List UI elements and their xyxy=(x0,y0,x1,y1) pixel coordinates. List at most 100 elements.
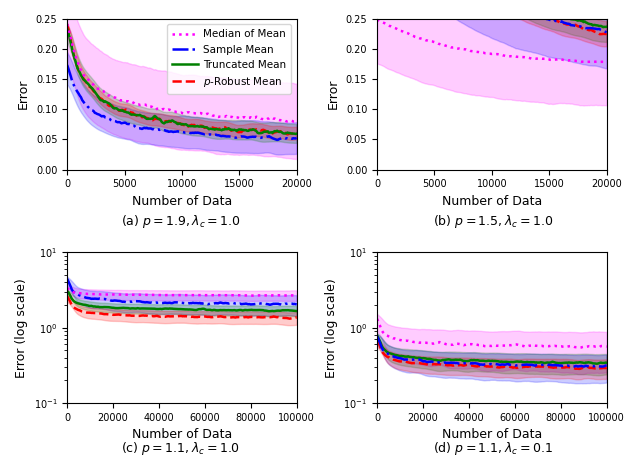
Truncated Mean xyxy=(383,348,390,354)
Sample Mean xyxy=(273,137,281,143)
Truncated Mean xyxy=(435,357,442,363)
Sample Mean xyxy=(373,333,381,339)
Sample Mean xyxy=(435,359,442,365)
Truncated Mean xyxy=(282,131,289,137)
Line: Median of Mean: Median of Mean xyxy=(67,288,297,296)
Median of Mean xyxy=(293,120,301,126)
Truncated Mean xyxy=(603,360,611,365)
$p$-Robust Mean xyxy=(124,108,132,113)
Sample Mean xyxy=(282,136,290,141)
Line: $p$-Robust Mean: $p$-Robust Mean xyxy=(377,0,607,34)
Sample Mean xyxy=(63,62,71,68)
$p$-Robust Mean xyxy=(293,130,301,136)
Sample Mean xyxy=(124,121,132,127)
Median of Mean xyxy=(275,292,282,298)
Y-axis label: Error: Error xyxy=(327,79,340,109)
Truncated Mean xyxy=(599,24,607,30)
Sample Mean xyxy=(583,25,591,31)
X-axis label: Number of Data: Number of Data xyxy=(132,195,232,208)
$p$-Robust Mean xyxy=(273,129,281,135)
Median of Mean xyxy=(282,292,290,298)
Truncated Mean xyxy=(77,73,85,78)
Sample Mean xyxy=(72,291,80,297)
Truncated Mean xyxy=(106,304,114,310)
X-axis label: Number of Data: Number of Data xyxy=(132,428,232,441)
Median of Mean xyxy=(584,344,592,349)
$p$-Robust Mean xyxy=(77,71,85,76)
$p$-Robust Mean xyxy=(583,27,591,32)
Median of Mean xyxy=(383,332,390,338)
$p$-Robust Mean xyxy=(273,314,281,320)
$p$-Robust Mean xyxy=(575,366,583,372)
Line: $p$-Robust Mean: $p$-Robust Mean xyxy=(377,340,607,369)
Line: Sample Mean: Sample Mean xyxy=(377,0,607,32)
Sample Mean xyxy=(266,302,274,308)
Median of Mean xyxy=(591,59,599,64)
$p$-Robust Mean xyxy=(584,364,592,370)
Truncated Mean xyxy=(416,355,424,361)
Sample Mean xyxy=(603,29,611,35)
Median of Mean xyxy=(282,118,289,124)
Sample Mean xyxy=(570,364,577,370)
Median of Mean xyxy=(435,41,442,46)
$p$-Robust Mean xyxy=(293,315,301,320)
Sample Mean xyxy=(106,297,114,303)
Median of Mean xyxy=(387,23,395,29)
Line: Median of Mean: Median of Mean xyxy=(377,20,607,62)
$p$-Robust Mean xyxy=(106,312,114,318)
Sample Mean xyxy=(603,363,611,368)
Truncated Mean xyxy=(591,22,599,28)
Truncated Mean xyxy=(124,305,132,311)
$p$-Robust Mean xyxy=(282,130,289,136)
Truncated Mean xyxy=(275,308,282,313)
Sample Mean xyxy=(77,293,85,299)
Line: Sample Mean: Sample Mean xyxy=(67,65,297,140)
Sample Mean xyxy=(416,357,424,363)
Sample Mean xyxy=(584,364,592,369)
$p$-Robust Mean xyxy=(284,132,291,137)
Sample Mean xyxy=(282,301,290,307)
$p$-Robust Mean xyxy=(597,31,605,37)
Median of Mean xyxy=(124,292,132,298)
Median of Mean xyxy=(63,285,71,291)
Sample Mean xyxy=(387,353,395,358)
Line: Sample Mean: Sample Mean xyxy=(377,336,607,367)
Text: (c) $p = 1.1, \lambda_c = 1.0$: (c) $p = 1.1, \lambda_c = 1.0$ xyxy=(122,440,241,456)
Truncated Mean xyxy=(583,20,591,26)
X-axis label: Number of Data: Number of Data xyxy=(442,195,542,208)
Truncated Mean xyxy=(77,301,85,307)
$p$-Robust Mean xyxy=(603,365,611,371)
Line: Median of Mean: Median of Mean xyxy=(377,319,607,347)
Text: (a) $p = 1.9, \lambda_c = 1.0$: (a) $p = 1.9, \lambda_c = 1.0$ xyxy=(121,213,241,230)
Sample Mean xyxy=(293,135,301,141)
Truncated Mean xyxy=(265,309,273,314)
Line: Truncated Mean: Truncated Mean xyxy=(67,291,297,311)
Sample Mean xyxy=(593,363,600,369)
$p$-Robust Mean xyxy=(593,365,600,371)
Sample Mean xyxy=(383,350,390,356)
Truncated Mean xyxy=(293,308,301,314)
Truncated Mean xyxy=(63,26,71,32)
$p$-Robust Mean xyxy=(435,361,442,367)
Sample Mean xyxy=(293,301,301,307)
Median of Mean xyxy=(72,290,80,296)
Median of Mean xyxy=(106,93,114,99)
Median of Mean xyxy=(435,340,442,346)
$p$-Robust Mean xyxy=(603,31,611,36)
Median of Mean xyxy=(248,293,255,299)
Truncated Mean xyxy=(603,24,611,29)
Median of Mean xyxy=(106,292,114,297)
Truncated Mean xyxy=(282,308,290,313)
Truncated Mean xyxy=(63,288,71,293)
Sample Mean xyxy=(275,137,282,143)
Median of Mean xyxy=(593,344,600,349)
$p$-Robust Mean xyxy=(106,103,114,109)
Median of Mean xyxy=(383,21,390,27)
Line: Truncated Mean: Truncated Mean xyxy=(377,336,607,364)
Median of Mean xyxy=(72,55,80,61)
Median of Mean xyxy=(124,99,132,104)
Truncated Mean xyxy=(72,61,80,67)
X-axis label: Number of Data: Number of Data xyxy=(442,428,542,441)
Y-axis label: Error: Error xyxy=(17,79,30,109)
Truncated Mean xyxy=(373,333,381,338)
